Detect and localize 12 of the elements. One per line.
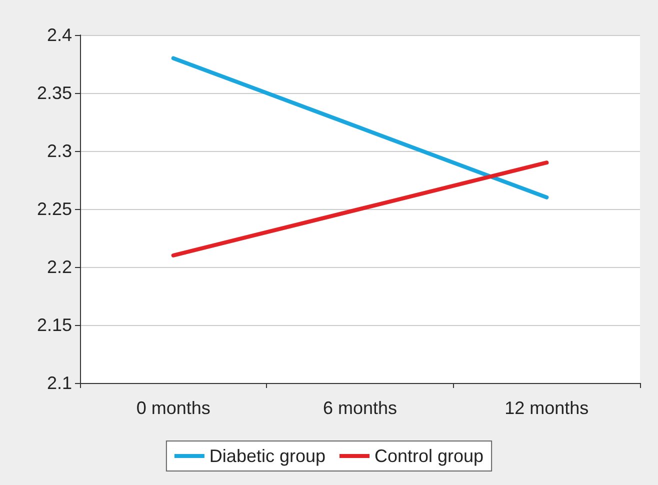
y-tick-label: 2.15	[36, 315, 72, 335]
y-tick-label: 2.25	[36, 199, 72, 219]
x-tick-label: 6 months	[322, 398, 398, 418]
legend-label: Control group	[374, 446, 484, 466]
y-tick-label: 2.35	[36, 83, 72, 103]
x-tick-label: 0 months	[136, 398, 210, 418]
y-tick-label: 2.3	[46, 141, 72, 161]
y-tick-label: 2.2	[46, 257, 72, 277]
legend-label: Diabetic group	[209, 446, 326, 466]
y-tick-label: 2.4	[46, 25, 72, 45]
x-tick-label: 12 months	[504, 398, 589, 418]
y-tick-label: 2.1	[46, 373, 72, 393]
